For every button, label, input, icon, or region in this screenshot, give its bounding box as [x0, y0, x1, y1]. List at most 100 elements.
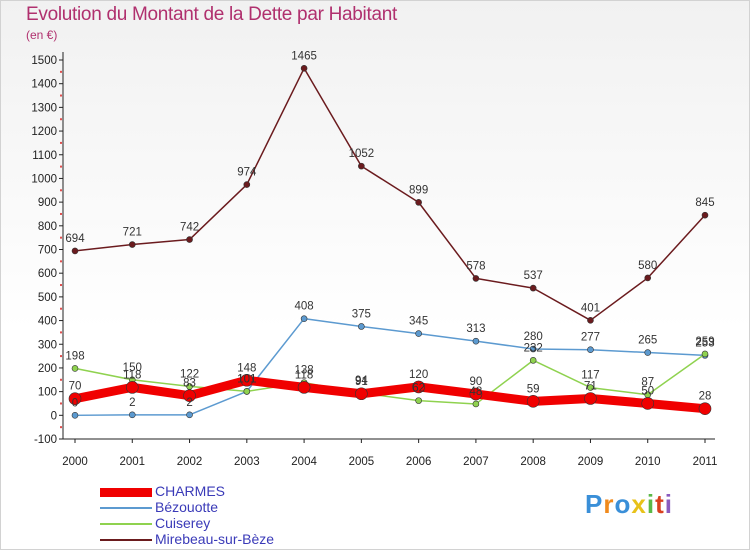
data-label-cuiserey: 150: [123, 362, 142, 374]
y-minor-tick: [60, 307, 62, 310]
y-minor-tick: [60, 331, 62, 334]
data-label-charmes: 70: [69, 381, 82, 393]
data-label-mirebeau-sur-b-ze: 974: [237, 167, 257, 179]
data-label-charmes: 71: [584, 380, 597, 392]
y-tick-label: 300: [38, 339, 57, 351]
data-label-charmes: 90: [470, 376, 483, 388]
data-point-charmes: [469, 387, 483, 401]
data-label-mirebeau-sur-b-ze: 1465: [291, 50, 317, 62]
proxiti-logo: Proxiti: [585, 489, 673, 520]
y-tick-label: 1000: [31, 173, 57, 185]
data-label-charmes: 118: [295, 369, 313, 381]
data-label-b-zouotte: 2: [186, 397, 192, 409]
data-label-b-zouotte: 2: [129, 397, 135, 409]
data-point-mirebeau-sur-b-ze: [644, 274, 652, 282]
y-tick-label: 1500: [31, 55, 57, 67]
data-point-mirebeau-sur-b-ze: [587, 317, 594, 324]
data-label-cuiserey: 122: [180, 368, 199, 380]
data-point-cuiserey: [529, 357, 537, 364]
y-minor-tick: [60, 260, 62, 263]
data-label-mirebeau-sur-b-ze: 742: [180, 222, 199, 234]
data-label-mirebeau-sur-b-ze: 845: [695, 197, 714, 209]
y-tick-label: 1400: [31, 79, 57, 91]
y-tick-label: 1100: [32, 150, 57, 162]
series-line-charmes: [70, 375, 710, 414]
chart-series: [68, 64, 712, 419]
y-tick-label: -100: [34, 434, 57, 446]
data-label-charmes: 118: [123, 369, 141, 381]
x-tick-label: 2011: [693, 456, 718, 468]
data-point-cuiserey: [243, 388, 251, 395]
data-label-b-zouotte: 265: [638, 335, 657, 347]
y-minor-tick: [60, 189, 62, 192]
data-label-b-zouotte: 408: [294, 301, 313, 313]
series-line-cuiserey: [74, 353, 706, 405]
data-label-b-zouotte: 0: [72, 397, 78, 409]
data-point-mirebeau-sur-b-ze: [415, 199, 422, 206]
data-label-cuiserey: 48: [470, 386, 483, 398]
data-label-mirebeau-sur-b-ze: 537: [524, 270, 543, 282]
data-point-charmes: [526, 395, 540, 408]
data-label-b-zouotte: 375: [352, 308, 371, 320]
data-label-charmes: 83: [183, 378, 196, 390]
data-label-charmes: 148: [237, 362, 256, 374]
logo-letter: i: [646, 489, 656, 519]
data-label-cuiserey: 232: [524, 342, 543, 354]
data-point-b-zouotte: [128, 411, 136, 419]
y-tick-label: 200: [38, 363, 57, 375]
data-point-cuiserey: [71, 365, 79, 372]
x-tick-label: 2010: [635, 456, 661, 468]
legend-swatch: [100, 523, 152, 525]
data-label-cuiserey: 198: [65, 350, 84, 362]
data-label-charmes: 59: [527, 383, 540, 395]
data-label-mirebeau-sur-b-ze: 694: [65, 233, 85, 245]
data-point-b-zouotte: [472, 337, 480, 345]
data-point-cuiserey: [415, 397, 422, 404]
data-point-charmes: [641, 397, 655, 410]
x-tick-label: 2003: [234, 456, 260, 468]
legend-swatch: [100, 539, 152, 541]
y-minor-tick: [60, 378, 62, 381]
data-point-charmes: [125, 381, 139, 394]
data-label-cuiserey: 87: [641, 377, 654, 389]
y-minor-tick: [60, 118, 62, 121]
data-label-b-zouotte: 280: [524, 331, 543, 343]
x-tick-label: 2009: [578, 456, 604, 468]
data-point-b-zouotte: [300, 315, 308, 322]
chart-data-labels: 694 721 742 974 1465 1052 899 578 537 401 580 845 0 2…: [65, 50, 714, 409]
data-point-charmes: [297, 381, 311, 394]
data-label-cuiserey: 138: [294, 365, 313, 377]
data-point-charmes: [698, 402, 712, 415]
series-line-b-zouotte: [74, 317, 706, 417]
data-point-charmes: [240, 373, 254, 387]
y-minor-tick: [60, 355, 62, 358]
y-tick-label: 100: [38, 387, 57, 399]
x-tick-label: 2000: [62, 456, 88, 468]
data-point-cuiserey: [587, 384, 594, 391]
series-line-mirebeau-sur-b-ze: [74, 67, 706, 322]
data-label-cuiserey: 101: [237, 373, 256, 385]
data-point-b-zouotte: [186, 411, 193, 419]
logo-letter: x: [631, 489, 647, 519]
y-tick-label: 1200: [31, 126, 57, 138]
data-point-cuiserey: [701, 350, 709, 358]
data-point-b-zouotte: [529, 345, 537, 353]
data-label-cuiserey: 94: [355, 375, 368, 387]
x-tick-label: 2002: [177, 456, 203, 468]
logo-letter: i: [664, 489, 673, 519]
data-point-charmes: [355, 387, 368, 401]
data-label-charmes: 120: [409, 369, 428, 381]
data-label-b-zouotte: 277: [581, 332, 600, 344]
legend-label: Cuiserey: [155, 515, 211, 531]
y-tick-label: 800: [38, 221, 57, 233]
legend-label: Bézouotte: [155, 499, 219, 515]
data-point-mirebeau-sur-b-ze: [358, 162, 365, 170]
data-label-mirebeau-sur-b-ze: 899: [409, 184, 428, 196]
y-tick-label: 700: [38, 245, 57, 257]
legend-swatch: [100, 487, 152, 497]
data-label-cuiserey: 62: [412, 383, 425, 395]
y-minor-tick: [60, 236, 62, 239]
data-point-cuiserey: [472, 400, 480, 408]
y-minor-tick: [60, 165, 62, 168]
